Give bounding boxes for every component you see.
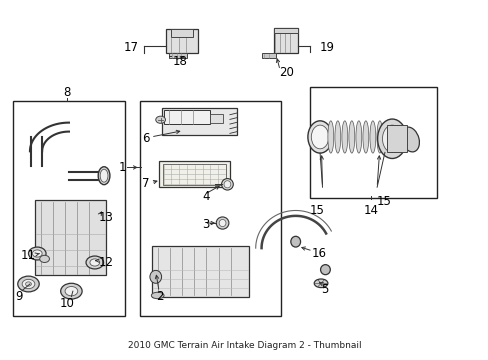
Ellipse shape bbox=[327, 121, 333, 153]
Bar bbox=[171, 30, 193, 37]
Text: 2010 GMC Terrain Air Intake Diagram 2 - Thumbnail: 2010 GMC Terrain Air Intake Diagram 2 - … bbox=[127, 341, 361, 350]
Text: 4: 4 bbox=[202, 190, 209, 203]
Text: 6: 6 bbox=[142, 132, 149, 145]
Text: 9: 9 bbox=[16, 290, 23, 303]
Text: 10: 10 bbox=[60, 297, 75, 310]
Ellipse shape bbox=[86, 256, 103, 269]
Text: 7: 7 bbox=[142, 177, 149, 190]
Ellipse shape bbox=[369, 121, 375, 153]
Ellipse shape bbox=[348, 121, 354, 153]
Ellipse shape bbox=[341, 121, 347, 153]
Bar bbox=[386, 126, 406, 152]
Ellipse shape bbox=[320, 265, 330, 275]
Bar bbox=[273, 28, 298, 53]
Ellipse shape bbox=[90, 259, 100, 266]
Text: 12: 12 bbox=[98, 256, 113, 269]
Ellipse shape bbox=[150, 270, 161, 283]
Text: 15: 15 bbox=[376, 195, 391, 208]
Ellipse shape bbox=[311, 125, 328, 149]
Bar bbox=[152, 246, 249, 297]
Ellipse shape bbox=[98, 167, 110, 185]
Ellipse shape bbox=[224, 181, 230, 188]
Ellipse shape bbox=[400, 127, 419, 152]
Bar bbox=[310, 87, 436, 198]
Bar bbox=[35, 200, 105, 275]
Ellipse shape bbox=[151, 292, 163, 299]
Text: 17: 17 bbox=[123, 41, 138, 54]
Bar bbox=[162, 164, 226, 185]
Text: 19: 19 bbox=[320, 41, 334, 54]
Text: 14: 14 bbox=[363, 204, 378, 217]
Ellipse shape bbox=[307, 121, 331, 153]
Ellipse shape bbox=[221, 179, 233, 190]
Bar bbox=[163, 110, 210, 125]
Bar bbox=[210, 114, 222, 123]
Text: 18: 18 bbox=[172, 55, 187, 68]
Bar bbox=[273, 28, 298, 33]
Ellipse shape bbox=[32, 250, 42, 257]
Bar bbox=[168, 53, 187, 58]
Ellipse shape bbox=[334, 121, 340, 153]
Text: 3: 3 bbox=[202, 218, 209, 231]
Bar bbox=[261, 53, 276, 58]
Text: 15: 15 bbox=[308, 204, 324, 217]
Text: 1: 1 bbox=[119, 161, 126, 174]
Ellipse shape bbox=[18, 276, 39, 292]
Ellipse shape bbox=[156, 116, 165, 123]
Ellipse shape bbox=[383, 121, 389, 153]
Text: 8: 8 bbox=[62, 86, 70, 99]
Ellipse shape bbox=[61, 283, 82, 299]
Ellipse shape bbox=[28, 247, 46, 260]
Ellipse shape bbox=[40, 255, 49, 262]
Text: 11: 11 bbox=[21, 249, 36, 262]
Text: 13: 13 bbox=[98, 211, 113, 224]
Ellipse shape bbox=[314, 279, 327, 288]
Ellipse shape bbox=[376, 121, 382, 153]
Text: 2: 2 bbox=[156, 290, 163, 303]
Bar bbox=[166, 30, 198, 53]
Text: 16: 16 bbox=[311, 247, 326, 260]
Text: 5: 5 bbox=[321, 283, 328, 296]
Ellipse shape bbox=[65, 287, 78, 296]
Ellipse shape bbox=[216, 217, 228, 229]
Ellipse shape bbox=[100, 169, 108, 182]
Ellipse shape bbox=[22, 279, 35, 289]
Ellipse shape bbox=[382, 125, 401, 152]
Ellipse shape bbox=[377, 119, 406, 158]
Ellipse shape bbox=[219, 220, 225, 226]
Bar bbox=[13, 101, 125, 316]
Bar bbox=[140, 101, 281, 316]
Bar bbox=[159, 161, 229, 187]
Bar bbox=[161, 108, 237, 135]
Text: 20: 20 bbox=[278, 66, 293, 79]
Ellipse shape bbox=[290, 236, 300, 247]
Ellipse shape bbox=[362, 121, 368, 153]
Ellipse shape bbox=[355, 121, 361, 153]
Ellipse shape bbox=[25, 282, 31, 286]
